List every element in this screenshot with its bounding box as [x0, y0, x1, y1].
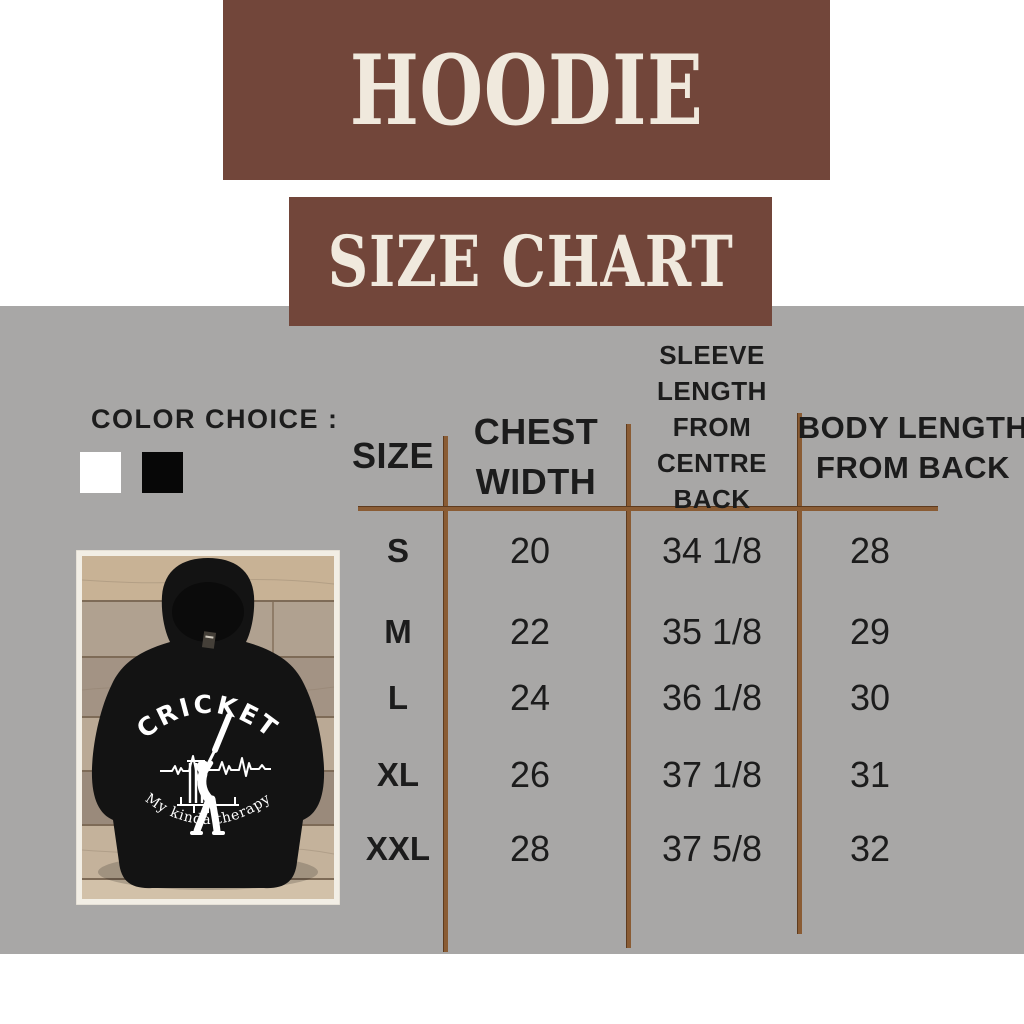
- col-header-size: SIZE: [351, 435, 434, 476]
- chest-value-m: 22: [509, 611, 551, 652]
- black-color-swatch: [142, 452, 183, 493]
- body-value-m: 29: [849, 611, 891, 652]
- body-value-xl: 31: [849, 754, 891, 795]
- col-header-sleeve-length: SLEEVE LENGTH FROM CENTRE BACK: [657, 340, 767, 514]
- body-value-l: 30: [849, 677, 891, 718]
- size-label-m: M: [384, 613, 412, 650]
- table-header-divider: [358, 506, 938, 511]
- hood-opening: [172, 582, 244, 642]
- color-choice-label: COLOR CHOICE :: [91, 404, 339, 434]
- sleeve-value-xl: 37 1/8: [661, 754, 763, 795]
- white-color-swatch: [80, 452, 121, 493]
- table-column-divider-1: [443, 436, 448, 952]
- size-label-xl: XL: [376, 756, 420, 793]
- table-column-divider-2: [626, 424, 631, 948]
- size-label-xxl: XXL: [365, 830, 431, 867]
- sleeve-value-xxl: 37 5/8: [661, 828, 763, 869]
- body-value-xxl: 32: [849, 828, 891, 869]
- product-title-banner: HOODIE: [223, 0, 830, 180]
- size-chart-title: SIZE CHART: [327, 220, 734, 303]
- size-label-s: S: [386, 532, 410, 569]
- chest-value-xl: 26: [509, 754, 551, 795]
- size-label-l: L: [387, 679, 409, 716]
- product-title: HOODIE: [349, 33, 704, 147]
- neck-label: [201, 631, 217, 649]
- cricket-batsman-graphic: [190, 713, 232, 835]
- sleeve-value-s: 34 1/8: [661, 530, 763, 571]
- table-column-divider-3: [797, 413, 802, 934]
- size-chart-banner: SIZE CHART: [289, 197, 772, 326]
- chest-value-s: 20: [509, 530, 551, 571]
- product-photo: CRICKET: [76, 550, 340, 905]
- hoodie-graphic: [91, 558, 325, 889]
- product-photo-graphic: CRICKET: [76, 550, 340, 905]
- sleeve-value-m: 35 1/8: [661, 611, 763, 652]
- sleeve-value-l: 36 1/8: [661, 677, 763, 718]
- col-header-body-length: BODY LENGTH FROM BACK: [797, 410, 1024, 485]
- col-header-chest-width: CHEST WIDTH: [473, 411, 599, 502]
- chest-value-l: 24: [509, 677, 551, 718]
- heartbeat-line: [160, 755, 271, 781]
- chest-value-xxl: 28: [509, 828, 551, 869]
- body-value-s: 28: [849, 530, 891, 571]
